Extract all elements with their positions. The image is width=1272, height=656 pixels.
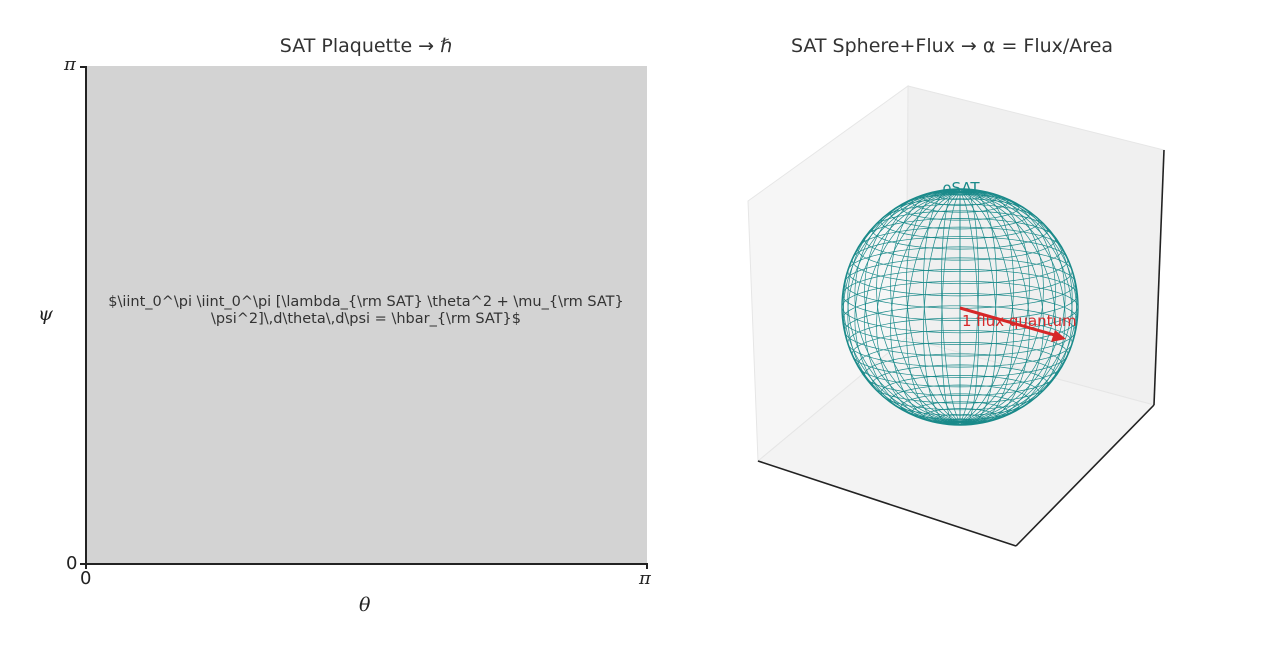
axis-edge-front-left: [757, 460, 1017, 547]
y-tick-label-pi: π: [64, 54, 76, 75]
flux-arrow-shaft: [959, 306, 1059, 338]
sphere-label: ρSAT: [942, 179, 980, 197]
x-tick-left: [85, 564, 87, 569]
sphere-parallel: [864, 218, 1056, 261]
x-axis-label: θ: [359, 594, 371, 616]
sphere-parallel: [890, 198, 1030, 230]
sphere-parallel: [880, 203, 1040, 240]
x-tick-right: [646, 564, 648, 569]
y-tick-label-0: 0: [66, 553, 78, 574]
formula-line-1: $\iint_0^\pi \iint_0^\pi [\lambda_{\rm S…: [108, 294, 624, 310]
sphere-parallel: [911, 190, 1009, 213]
y-axis-label: ψ: [38, 303, 53, 325]
y-tick-bottom: [80, 563, 85, 565]
flux-arrow-head: [1051, 330, 1066, 342]
flux-arrow-label: 1 flux quantum: [962, 312, 1077, 330]
sphere-parallel: [871, 364, 1049, 404]
right-plot-title: SAT Sphere+Flux → α = Flux/Area: [790, 35, 1114, 57]
sphere-parallel: [864, 353, 1056, 396]
x-tick-label-0: 0: [80, 568, 92, 589]
x-tick-label-pi: π: [639, 568, 651, 589]
left-plot-title: SAT Plaquette → ℏ: [279, 35, 453, 57]
sphere-parallel: [890, 384, 1030, 416]
axis-edge-front-right: [1015, 404, 1155, 547]
sphere-parallel: [900, 194, 1020, 221]
sphere-parallel: [857, 341, 1063, 388]
sphere-parallel: [900, 393, 1020, 420]
y-axis-line: [85, 66, 87, 564]
axis-edge-vertical: [1153, 149, 1165, 406]
x-axis-line: [85, 563, 648, 565]
formula-annotation: $\iint_0^\pi \iint_0^\pi [\lambda_{\rm S…: [86, 294, 646, 328]
sphere-parallel: [857, 226, 1063, 273]
y-tick-top: [80, 66, 85, 68]
sphere-parallel: [871, 210, 1049, 250]
formula-line-2: \psi^2]\,d\theta\,d\psi = \hbar_{\rm SAT…: [211, 311, 521, 327]
sphere-parallel: [947, 189, 973, 196]
flux-arrow: [959, 306, 1066, 342]
plaquette-fill: [86, 66, 647, 563]
sphere-outline: [841, 188, 1079, 426]
sphere-wireframe: [841, 188, 1079, 426]
sphere-parallel: [947, 418, 973, 425]
sphere-parallel: [911, 401, 1009, 424]
